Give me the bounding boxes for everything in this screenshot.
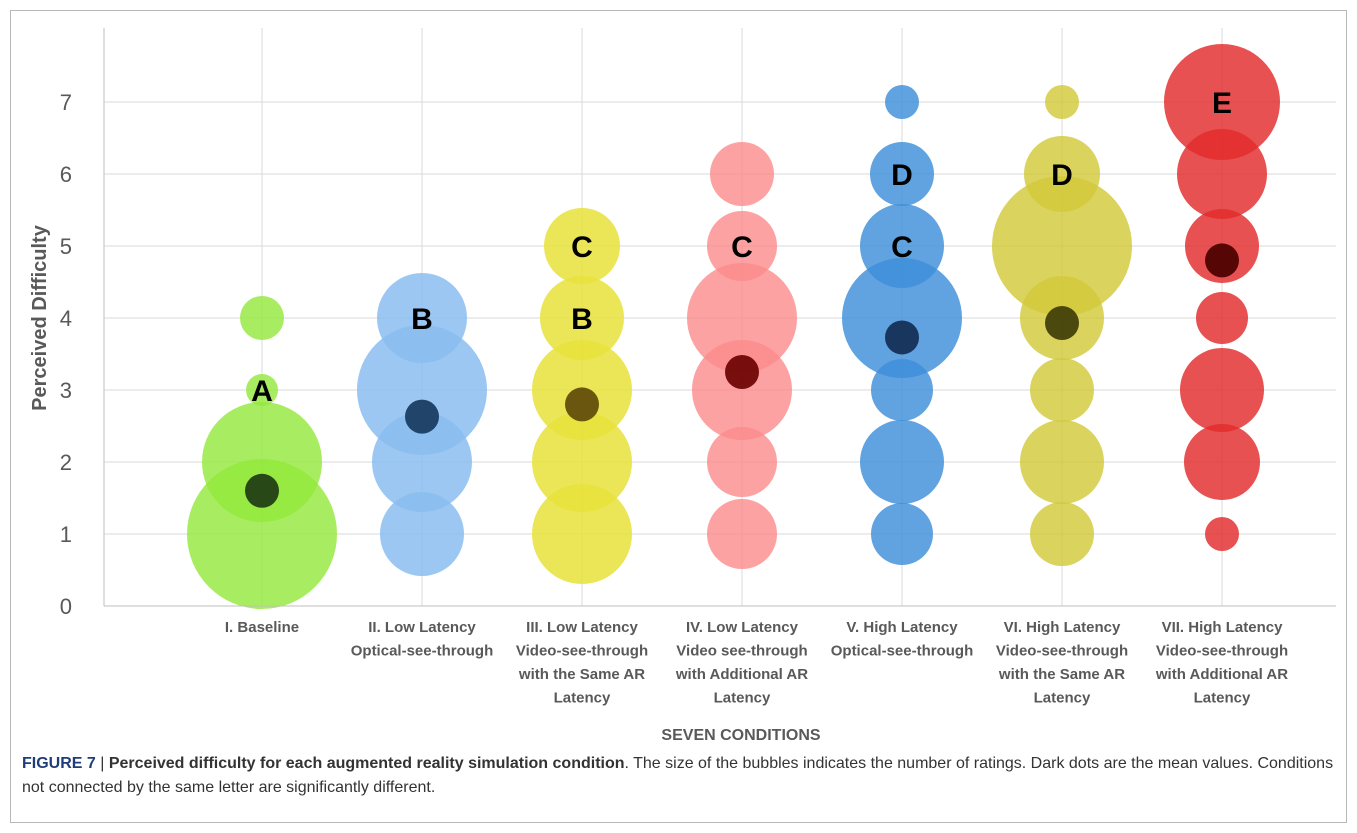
significance-letter-2-B: B xyxy=(411,303,433,336)
x-category-label-line: Video see-through xyxy=(676,643,807,660)
bubble-c7-y3 xyxy=(1180,348,1264,432)
bubble-c4-y1 xyxy=(707,499,777,569)
bubble-c1-y4 xyxy=(240,296,284,340)
bubble-c6-y3 xyxy=(1030,358,1094,422)
bubble-c5-y4 xyxy=(842,258,962,378)
y-tick-label-5: 5 xyxy=(60,234,72,259)
mean-dot-5 xyxy=(885,320,919,355)
significance-letter-5-C: C xyxy=(891,231,913,264)
y-tick-label-7: 7 xyxy=(60,90,72,115)
x-category-label-7: VII. High Latency Video-see-through with A… xyxy=(1155,619,1288,707)
x-category-label-line: with Additional AR xyxy=(675,666,808,683)
x-category-label-line: Video-see-through xyxy=(516,643,648,660)
bubble-c2-y3 xyxy=(357,325,487,455)
x-category-label-line: with the Same AR xyxy=(518,666,645,683)
x-category-label-line: III. Low Latency xyxy=(526,619,638,636)
bubble-c5-y5 xyxy=(860,204,944,288)
x-category-label-line: VI. High Latency xyxy=(1004,619,1121,636)
caption-text: . The size of the bubbles indicates the … xyxy=(22,755,1334,796)
y-tick-label-3: 3 xyxy=(60,378,72,403)
x-category-label-line: Latency xyxy=(714,690,771,707)
bubble-c5-y2 xyxy=(860,420,944,504)
y-tick-label-0: 0 xyxy=(60,594,72,619)
mean-dot-1 xyxy=(245,473,279,508)
bubble-c1-y2 xyxy=(202,402,322,522)
bubble-c3-y1 xyxy=(532,484,632,584)
significance-letter-7-E: E xyxy=(1212,87,1232,120)
x-category-label-2: II. Low Latency Optical-see-through xyxy=(351,619,494,660)
x-category-label-1: I. Baseline xyxy=(225,619,299,636)
significance-letter-3-C: C xyxy=(571,231,593,264)
bubble-c7-y7 xyxy=(1164,44,1280,160)
x-category-label-line: Latency xyxy=(1194,690,1251,707)
x-category-label-3: III. Low Latency Video-see-through with th… xyxy=(516,619,648,707)
bubble-layer xyxy=(187,44,1280,609)
y-tick-label-1: 1 xyxy=(60,522,72,547)
mean-dot-6 xyxy=(1045,306,1079,341)
x-category-label-line: Latency xyxy=(554,690,611,707)
y-axis-title: Perceived Difficulty xyxy=(29,224,51,411)
y-tick-label-6: 6 xyxy=(60,162,72,187)
x-category-label-line: V. High Latency xyxy=(846,619,958,636)
significance-letter-4-C: C xyxy=(731,231,753,264)
x-category-label-line: I. Baseline xyxy=(225,619,299,636)
bubble-c5-y7 xyxy=(885,85,919,119)
x-category-label-line: with Additional AR xyxy=(1155,666,1288,683)
bubble-c6-y1 xyxy=(1030,502,1094,566)
bubble-c3-y5 xyxy=(544,208,620,284)
bubble-c3-y4 xyxy=(540,276,624,360)
bubble-c7-y4 xyxy=(1196,292,1248,344)
bubble-c5-y6 xyxy=(870,142,934,206)
bubble-c2-y4 xyxy=(377,273,467,363)
mean-dot-3 xyxy=(565,387,599,422)
bubble-c1-y3 xyxy=(246,374,278,406)
x-category-label-line: Video-see-through xyxy=(1156,643,1288,660)
figure-label: FIGURE 7 xyxy=(22,755,96,772)
bubble-c5-y1 xyxy=(871,503,933,565)
bubble-c7-y1 xyxy=(1205,517,1239,551)
mean-dot-4 xyxy=(725,355,759,389)
caption-separator: | xyxy=(95,755,109,772)
mean-layer xyxy=(245,243,1239,508)
figure-caption: FIGURE 7 | Perceived difficulty for each… xyxy=(22,752,1337,800)
x-category-label-line: VII. High Latency xyxy=(1162,619,1284,636)
caption-title: Perceived difficulty for each augmented … xyxy=(108,755,625,772)
y-tick-label-2: 2 xyxy=(60,450,72,475)
x-category-label-line: Latency xyxy=(1034,690,1091,707)
bubble-c3-y2 xyxy=(532,412,632,512)
mean-dot-7 xyxy=(1205,243,1239,278)
x-category-label-6: VI. High Latency Video-see-through with th… xyxy=(996,619,1128,707)
x-category-label-line: with the Same AR xyxy=(998,666,1125,683)
bubble-c6-y5 xyxy=(992,176,1132,316)
x-category-label-5: V. High Latency Optical-see-through xyxy=(831,619,974,660)
y-tick-label-4: 4 xyxy=(60,306,72,331)
bubble-c2-y1 xyxy=(380,492,464,576)
mean-dot-2 xyxy=(405,399,439,434)
x-category-label-line: IV. Low Latency xyxy=(686,619,799,636)
bubble-c4-y6 xyxy=(710,142,774,206)
significance-letter-5-D: D xyxy=(891,159,913,192)
bubble-c6-y6 xyxy=(1024,136,1100,212)
bubble-c4-y2 xyxy=(707,427,777,497)
bubble-chart: A B C B C C D D E 0 1 2 3 4 5 6 7 I. Baseline II. Low Lat… xyxy=(29,28,1336,744)
x-category-label-line: Optical-see-through xyxy=(831,643,974,660)
x-category-label-4: IV. Low Latency Video see-through with Add… xyxy=(675,619,808,707)
bubble-c4-y5 xyxy=(707,211,777,281)
letter-layer: A B C B C C D D E xyxy=(251,87,1232,408)
x-category-label-line: II. Low Latency xyxy=(368,619,476,636)
x-axis-title: SEVEN CONDITIONS xyxy=(661,727,820,744)
axis-layer: 0 1 2 3 4 5 6 7 I. Baseline II. Low Latency Optica… xyxy=(60,28,1336,707)
significance-letter-3-B: B xyxy=(571,303,593,336)
significance-letter-6-D: D xyxy=(1051,159,1073,192)
bubble-c6-y7 xyxy=(1045,85,1079,119)
x-category-label-line: Video-see-through xyxy=(996,643,1128,660)
bubble-c4-y4 xyxy=(687,263,797,373)
bubble-c6-y2 xyxy=(1020,420,1104,504)
significance-letter-1-A: A xyxy=(251,375,273,408)
bubble-c7-y2 xyxy=(1184,424,1260,500)
x-category-label-line: Optical-see-through xyxy=(351,643,494,660)
